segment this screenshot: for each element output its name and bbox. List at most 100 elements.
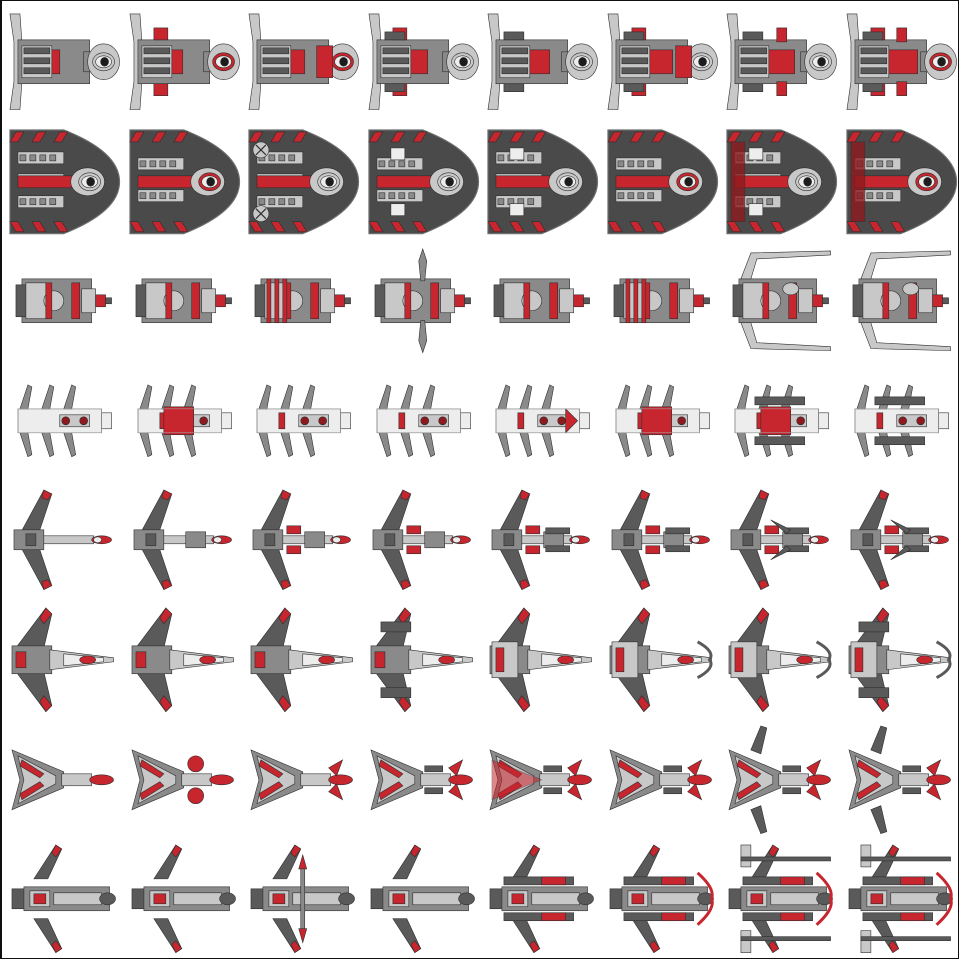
ship-sprite-image bbox=[9, 13, 120, 110]
ship-sprite-gunboat-block-7 bbox=[721, 241, 841, 361]
ship-sprite-image bbox=[728, 725, 831, 834]
ship-sprite-carrier-dome-hull-1 bbox=[4, 122, 124, 242]
ship-sprite-image bbox=[128, 128, 240, 234]
ship-sprite-image bbox=[609, 607, 713, 713]
ship-sprite-image bbox=[256, 384, 351, 457]
ship-sprite-cruiser-t-frame-4 bbox=[363, 2, 483, 122]
ship-sprite-image bbox=[487, 13, 598, 110]
ship-sprite-image bbox=[611, 489, 710, 591]
ship-sprite-gunboat-block-5 bbox=[482, 241, 602, 361]
ship-sprite-image bbox=[607, 13, 718, 110]
ship-sprite-image bbox=[609, 748, 712, 810]
ship-sprite-bomber-arrow-2 bbox=[124, 720, 244, 840]
ship-sprite-image bbox=[489, 607, 592, 713]
ship-sprite-image bbox=[734, 384, 829, 457]
ship-sprite-image bbox=[493, 278, 590, 324]
ship-sprite-image bbox=[15, 278, 112, 324]
ship-sprite-carrier-dome-hull-3 bbox=[243, 122, 363, 242]
ship-sprite-interceptor-forward-swept-1 bbox=[4, 600, 124, 720]
ship-sprite-image bbox=[376, 384, 471, 457]
ship-sprite-destroyer-longbody-7 bbox=[721, 839, 841, 959]
ship-sprite-image bbox=[728, 607, 832, 713]
ship-sprite-fighter-swept-wing-3 bbox=[243, 480, 363, 600]
ship-sprite-image bbox=[848, 607, 952, 713]
ship-sprite-image bbox=[370, 607, 473, 713]
ship-sprite-image bbox=[848, 844, 953, 954]
ship-sprite-image bbox=[17, 384, 112, 457]
ship-sprite-image bbox=[732, 250, 831, 352]
ship-sprite-image bbox=[728, 844, 833, 954]
ship-sprite-gunboat-block-4 bbox=[363, 241, 483, 361]
ship-sprite-image bbox=[491, 489, 590, 591]
ship-sprite-interceptor-forward-swept-5 bbox=[482, 600, 602, 720]
ship-sprite-image bbox=[609, 844, 714, 954]
ship-sprite-frigate-white-spine-2 bbox=[124, 361, 244, 481]
ship-sprite-bomber-arrow-1 bbox=[4, 720, 124, 840]
ship-sprite-image bbox=[135, 278, 232, 324]
ship-sprite-frigate-white-spine-7 bbox=[721, 361, 841, 481]
ship-sprite-image bbox=[374, 248, 471, 354]
ship-sprite-image bbox=[370, 748, 473, 810]
ship-sprite-image bbox=[615, 384, 710, 457]
ship-sprite-image bbox=[129, 13, 240, 110]
ship-sprite-interceptor-forward-swept-2 bbox=[124, 600, 244, 720]
ship-sprite-fighter-swept-wing-4 bbox=[363, 480, 483, 600]
ship-sprite-bomber-arrow-6 bbox=[602, 720, 722, 840]
ship-sprite-frigate-white-spine-5 bbox=[482, 361, 602, 481]
ship-sprite-cruiser-t-frame-6 bbox=[602, 2, 722, 122]
ship-sprite-cruiser-t-frame-3 bbox=[243, 2, 363, 122]
ship-sprite-fighter-swept-wing-1 bbox=[4, 480, 124, 600]
ship-sprite-image bbox=[367, 128, 479, 234]
ship-sprite-destroyer-longbody-8 bbox=[841, 839, 959, 959]
ship-sprite-destroyer-longbody-5 bbox=[482, 839, 602, 959]
ship-sprite-image bbox=[9, 128, 121, 234]
ship-sprite-image bbox=[11, 748, 114, 810]
ship-sprite-image bbox=[131, 748, 234, 810]
ship-sprite-frigate-white-spine-3 bbox=[243, 361, 363, 481]
ship-sprite-interceptor-forward-swept-8 bbox=[841, 600, 959, 720]
ship-sprite-gunboat-block-2 bbox=[124, 241, 244, 361]
ship-sprite-interceptor-forward-swept-6 bbox=[602, 600, 722, 720]
ship-sprite-bomber-arrow-8 bbox=[841, 720, 959, 840]
ship-sprite-image bbox=[254, 278, 351, 324]
ship-sprite-fighter-swept-wing-6 bbox=[602, 480, 722, 600]
ship-sprite-fighter-swept-wing-5 bbox=[482, 480, 602, 600]
ship-sprite-destroyer-longbody-2 bbox=[124, 839, 244, 959]
ship-sprite-cruiser-t-frame-1 bbox=[4, 2, 124, 122]
ship-sprite-image bbox=[370, 844, 475, 954]
ship-sprite-image bbox=[252, 489, 351, 591]
ship-sprite-image bbox=[854, 384, 949, 457]
ship-sprite-gunboat-block-6 bbox=[602, 241, 722, 361]
ship-sprite-cruiser-t-frame-2 bbox=[124, 2, 244, 122]
ship-sprite-destroyer-longbody-4 bbox=[363, 839, 483, 959]
ship-sprite-bomber-arrow-5 bbox=[482, 720, 602, 840]
ship-sprite-image bbox=[726, 128, 838, 234]
ship-sprite-bomber-arrow-4 bbox=[363, 720, 483, 840]
ship-sprite-cruiser-t-frame-5 bbox=[482, 2, 602, 122]
ship-sprite-grid bbox=[4, 2, 959, 959]
ship-sprite-carrier-dome-hull-7 bbox=[721, 122, 841, 242]
ship-sprite-image bbox=[11, 607, 114, 713]
ship-sprite-image bbox=[250, 748, 353, 810]
ship-sprite-image bbox=[730, 489, 829, 591]
ship-sprite-interceptor-forward-swept-4 bbox=[363, 600, 483, 720]
ship-sprite-destroyer-longbody-3 bbox=[243, 839, 363, 959]
ship-sprite-destroyer-longbody-1 bbox=[4, 839, 124, 959]
ship-sprite-carrier-dome-hull-4 bbox=[363, 122, 483, 242]
ship-sprite-fighter-swept-wing-2 bbox=[124, 480, 244, 600]
ship-sprite-destroyer-longbody-6 bbox=[602, 839, 722, 959]
ship-sprite-image bbox=[845, 128, 957, 234]
ship-sprite-fighter-swept-wing-7 bbox=[721, 480, 841, 600]
ship-sprite-fighter-swept-wing-8 bbox=[841, 480, 959, 600]
ship-sprite-cruiser-t-frame-8 bbox=[841, 2, 959, 122]
ship-sprite-image bbox=[250, 607, 353, 713]
ship-sprite-image bbox=[248, 13, 359, 110]
ship-sprite-frigate-white-spine-6 bbox=[602, 361, 722, 481]
ship-sprite-interceptor-forward-swept-3 bbox=[243, 600, 363, 720]
ship-sprite-image bbox=[248, 128, 360, 234]
ship-sprite-image bbox=[137, 384, 232, 457]
ship-sprite-image bbox=[726, 13, 837, 110]
ship-sprite-frigate-white-spine-1 bbox=[4, 361, 124, 481]
ship-sprite-image bbox=[852, 250, 951, 352]
